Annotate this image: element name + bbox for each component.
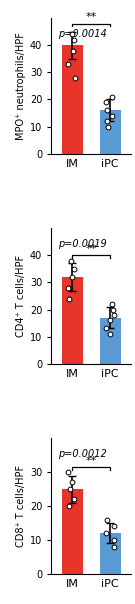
Y-axis label: CD8⁺ T cells/HPF: CD8⁺ T cells/HPF — [16, 465, 26, 547]
Point — [72, 46, 75, 56]
Bar — [62, 45, 83, 153]
Point — [69, 484, 71, 494]
Point — [111, 299, 113, 309]
Y-axis label: CD4⁺ T cells/HPF: CD4⁺ T cells/HPF — [16, 255, 26, 337]
Point — [73, 264, 75, 274]
Point — [106, 515, 108, 524]
Text: **: ** — [85, 244, 97, 254]
Bar — [62, 489, 83, 574]
Bar — [62, 277, 83, 364]
Bar — [100, 318, 121, 364]
Point — [67, 59, 69, 69]
Text: **: ** — [85, 456, 97, 466]
Point — [68, 501, 70, 511]
Point — [109, 315, 111, 325]
Point — [111, 111, 114, 121]
Text: p=0.0019: p=0.0019 — [58, 239, 106, 249]
Text: p=0.0014: p=0.0014 — [58, 29, 106, 39]
Point — [107, 122, 109, 132]
Point — [109, 329, 111, 339]
Point — [73, 495, 75, 504]
Point — [113, 310, 115, 320]
Point — [74, 73, 76, 83]
Point — [73, 35, 75, 45]
Point — [112, 304, 114, 314]
Point — [111, 92, 113, 101]
Point — [105, 97, 107, 107]
Point — [106, 117, 108, 126]
Point — [67, 467, 69, 477]
Point — [113, 521, 115, 531]
Point — [113, 542, 115, 551]
Point — [68, 294, 70, 303]
Point — [71, 30, 73, 39]
Y-axis label: MPO⁺ neutrophils/HPF: MPO⁺ neutrophils/HPF — [16, 32, 26, 140]
Bar — [100, 533, 121, 574]
Point — [67, 283, 69, 293]
Point — [105, 324, 107, 333]
Bar — [100, 111, 121, 153]
Text: p=0.0012: p=0.0012 — [58, 449, 106, 459]
Point — [106, 106, 108, 115]
Point — [71, 478, 74, 487]
Point — [70, 256, 72, 266]
Point — [71, 272, 73, 282]
Text: **: ** — [85, 12, 97, 22]
Point — [113, 535, 115, 545]
Point — [105, 528, 107, 538]
